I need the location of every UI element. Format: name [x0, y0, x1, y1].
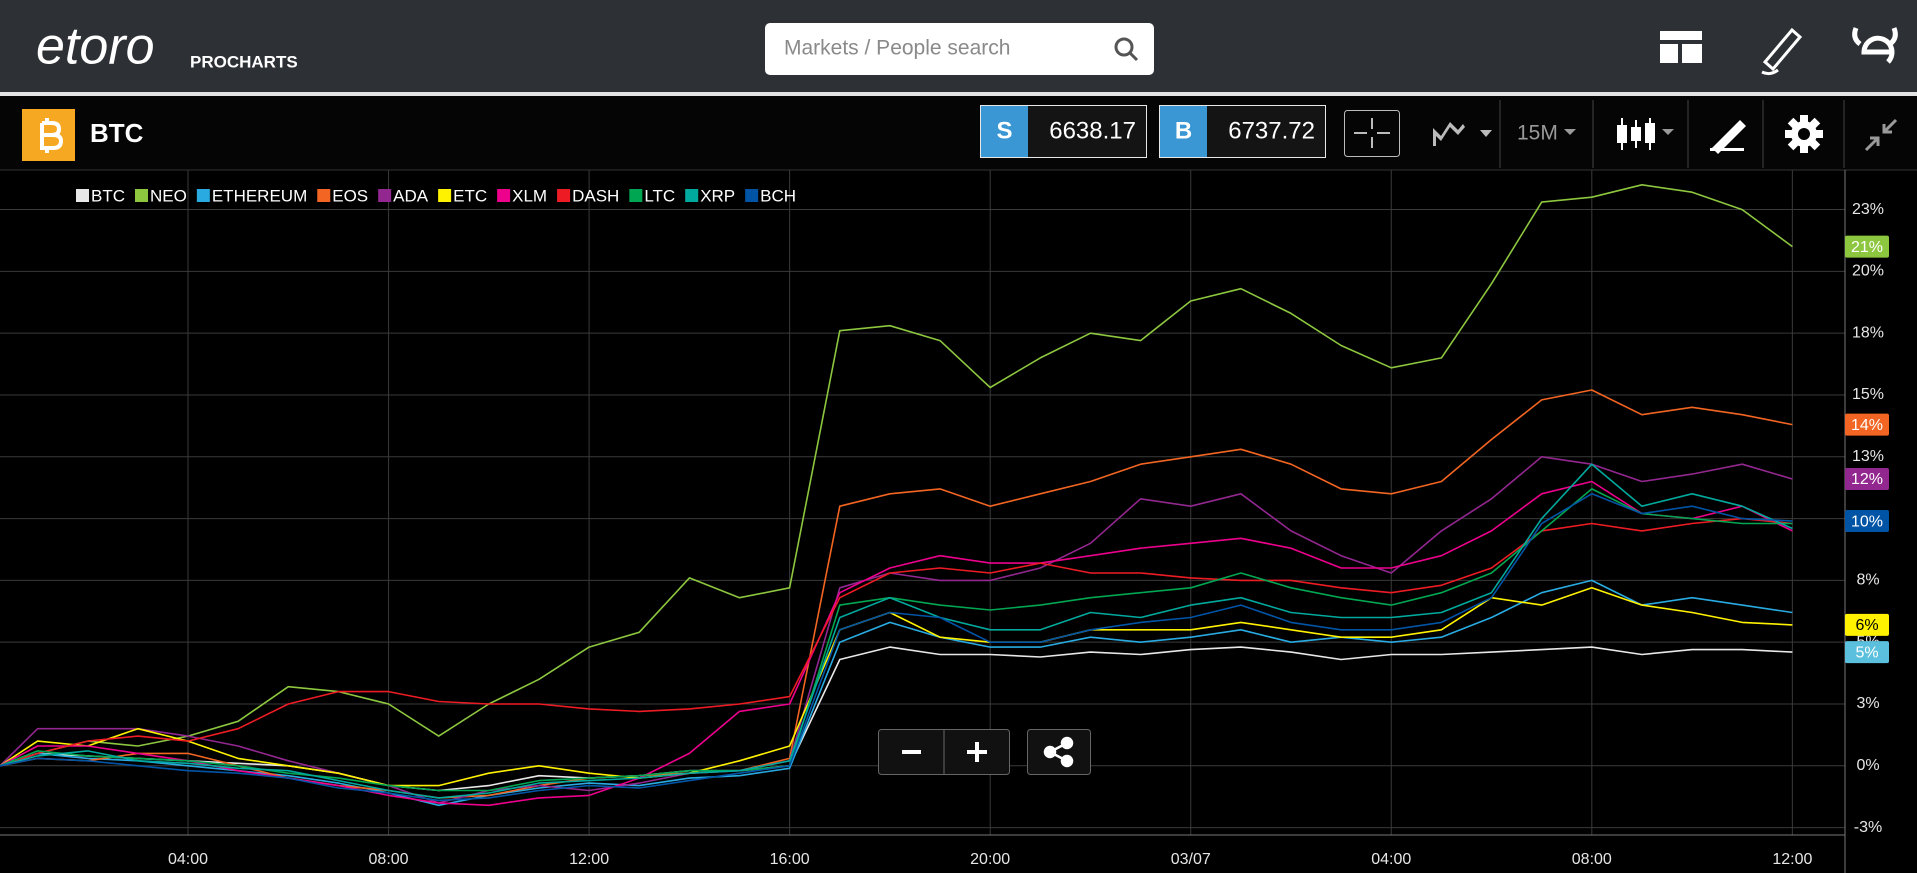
bitcoin-symbol: [40, 118, 64, 153]
legend-label: ETC: [453, 186, 487, 205]
candle-icon[interactable]: [1617, 118, 1674, 150]
y-tick-label: 13%: [1852, 448, 1884, 465]
y-tick-label: 3%: [1856, 695, 1879, 712]
x-tick-label: 16:00: [770, 851, 810, 868]
legend-swatch: [196, 189, 210, 202]
legend-label: XLM: [512, 186, 547, 205]
value-badge: [1845, 510, 1889, 533]
crosshair-button[interactable]: [1344, 110, 1400, 157]
draw-icon[interactable]: [1710, 120, 1746, 154]
search-icon[interactable]: [1114, 37, 1139, 62]
value-badges: 5% 21% 14% 12% 6% 10%: [1845, 235, 1889, 664]
y-tick-label: 23%: [1852, 201, 1884, 218]
legend-swatch: [438, 189, 452, 202]
x-tick-label: 03/07: [1171, 851, 1211, 868]
legend-swatch: [685, 189, 699, 202]
legend-label: LTC: [644, 186, 675, 205]
legend: BTC NEO ETHEREUM EOS ADA ETC XLM DASH LTC XRP BCH: [76, 186, 796, 205]
x-tick-label: 08:00: [369, 851, 409, 868]
series-line: [0, 184, 1793, 767]
y-tick-label: 15%: [1852, 386, 1884, 403]
etoro-icon[interactable]: [1852, 27, 1898, 64]
legend-swatch: [629, 189, 643, 202]
interval-caret: [1564, 129, 1576, 135]
value-badge-label: 10%: [1851, 513, 1883, 530]
value-badge-label: 14%: [1851, 417, 1883, 434]
value-badge-label: 6%: [1855, 617, 1878, 634]
y-tick-label: 8%: [1856, 572, 1879, 589]
x-tick-label: 04:00: [1371, 851, 1411, 868]
search-box[interactable]: [765, 23, 1154, 75]
edit-icon[interactable]: [1761, 27, 1803, 76]
legend-label: DASH: [572, 186, 619, 205]
sell-price: 6638.17: [1049, 117, 1136, 144]
x-tick-label: 20:00: [970, 851, 1010, 868]
legend-swatch: [317, 189, 331, 202]
legend-swatch: [557, 189, 571, 202]
chart: -3% 0% 3% 5% 8% 10% 13% 15% 18% 20% 23% 04:00 08:00 1…: [0, 170, 1889, 873]
legend-label: XRP: [700, 186, 735, 205]
legend-swatch: [76, 189, 89, 202]
sell-label: S: [996, 117, 1012, 144]
value-badge-label: 12%: [1851, 471, 1883, 488]
value-badge-label: 21%: [1851, 239, 1883, 256]
zoom-in-button[interactable]: [967, 742, 987, 762]
legend-label: EOS: [332, 186, 368, 205]
crosshair-icon: [1354, 118, 1390, 148]
collapse-icon[interactable]: [1864, 118, 1898, 152]
legend-label: ADA: [393, 186, 429, 205]
buy-label: B: [1175, 117, 1192, 144]
buy-label-bg: [1160, 106, 1207, 157]
value-badge: [1845, 613, 1889, 636]
y-tick-label: -3%: [1854, 819, 1882, 836]
series-line: [0, 517, 1793, 767]
y-tick-label: 0%: [1856, 757, 1879, 774]
sell-label-bg: [981, 106, 1028, 157]
share-icon: [1043, 736, 1074, 768]
product-name: PROCHARTS: [190, 52, 298, 71]
toolbar: [0, 96, 1917, 170]
x-tick-label: 12:00: [1772, 851, 1812, 868]
value-badge: [1845, 413, 1889, 436]
zoom-out-button[interactable]: [902, 750, 921, 754]
compare-icon[interactable]: [1433, 122, 1492, 146]
layout-icon[interactable]: [1660, 31, 1702, 63]
value-badge: [1845, 235, 1889, 258]
series-line: [0, 463, 1793, 799]
top-bar-border: [0, 92, 1917, 96]
search-placeholder: Markets / People search: [784, 37, 1010, 60]
x-tick-label: 08:00: [1572, 851, 1612, 868]
x-tick-label: 04:00: [168, 851, 208, 868]
legend-label: NEO: [150, 186, 187, 205]
legend-label: BTC: [91, 186, 125, 205]
legend-label: ETHEREUM: [212, 186, 307, 205]
interval[interactable]: 15M: [1517, 122, 1558, 145]
axis-labels: -3% 0% 3% 5% 8% 10% 13% 15% 18% 20% 23% 04:00 08:00 1…: [168, 201, 1884, 868]
grid: [0, 170, 1846, 873]
series-line: [0, 493, 1793, 802]
series-line: [0, 579, 1793, 807]
y-tick-label: 20%: [1852, 263, 1884, 280]
legend-swatch: [745, 189, 759, 202]
value-badge: [1845, 641, 1889, 664]
legend-swatch: [378, 189, 392, 202]
value-badge-label: 5%: [1855, 644, 1878, 661]
toolbar-separators: [1499, 100, 1845, 168]
settings-icon[interactable]: [1785, 115, 1823, 153]
buy-price: 6737.72: [1228, 117, 1315, 144]
y-tick-label: 18%: [1852, 324, 1884, 341]
legend-label: BCH: [760, 186, 796, 205]
instrument-name: BTC: [90, 118, 144, 148]
lines: [0, 184, 1793, 807]
logo[interactable]: etoro: [36, 18, 155, 76]
x-tick-label: 12:00: [569, 851, 609, 868]
legend-swatch: [497, 189, 511, 202]
share-button[interactable]: [1027, 729, 1091, 775]
legend-swatch: [135, 189, 148, 202]
value-badge: [1845, 468, 1889, 491]
